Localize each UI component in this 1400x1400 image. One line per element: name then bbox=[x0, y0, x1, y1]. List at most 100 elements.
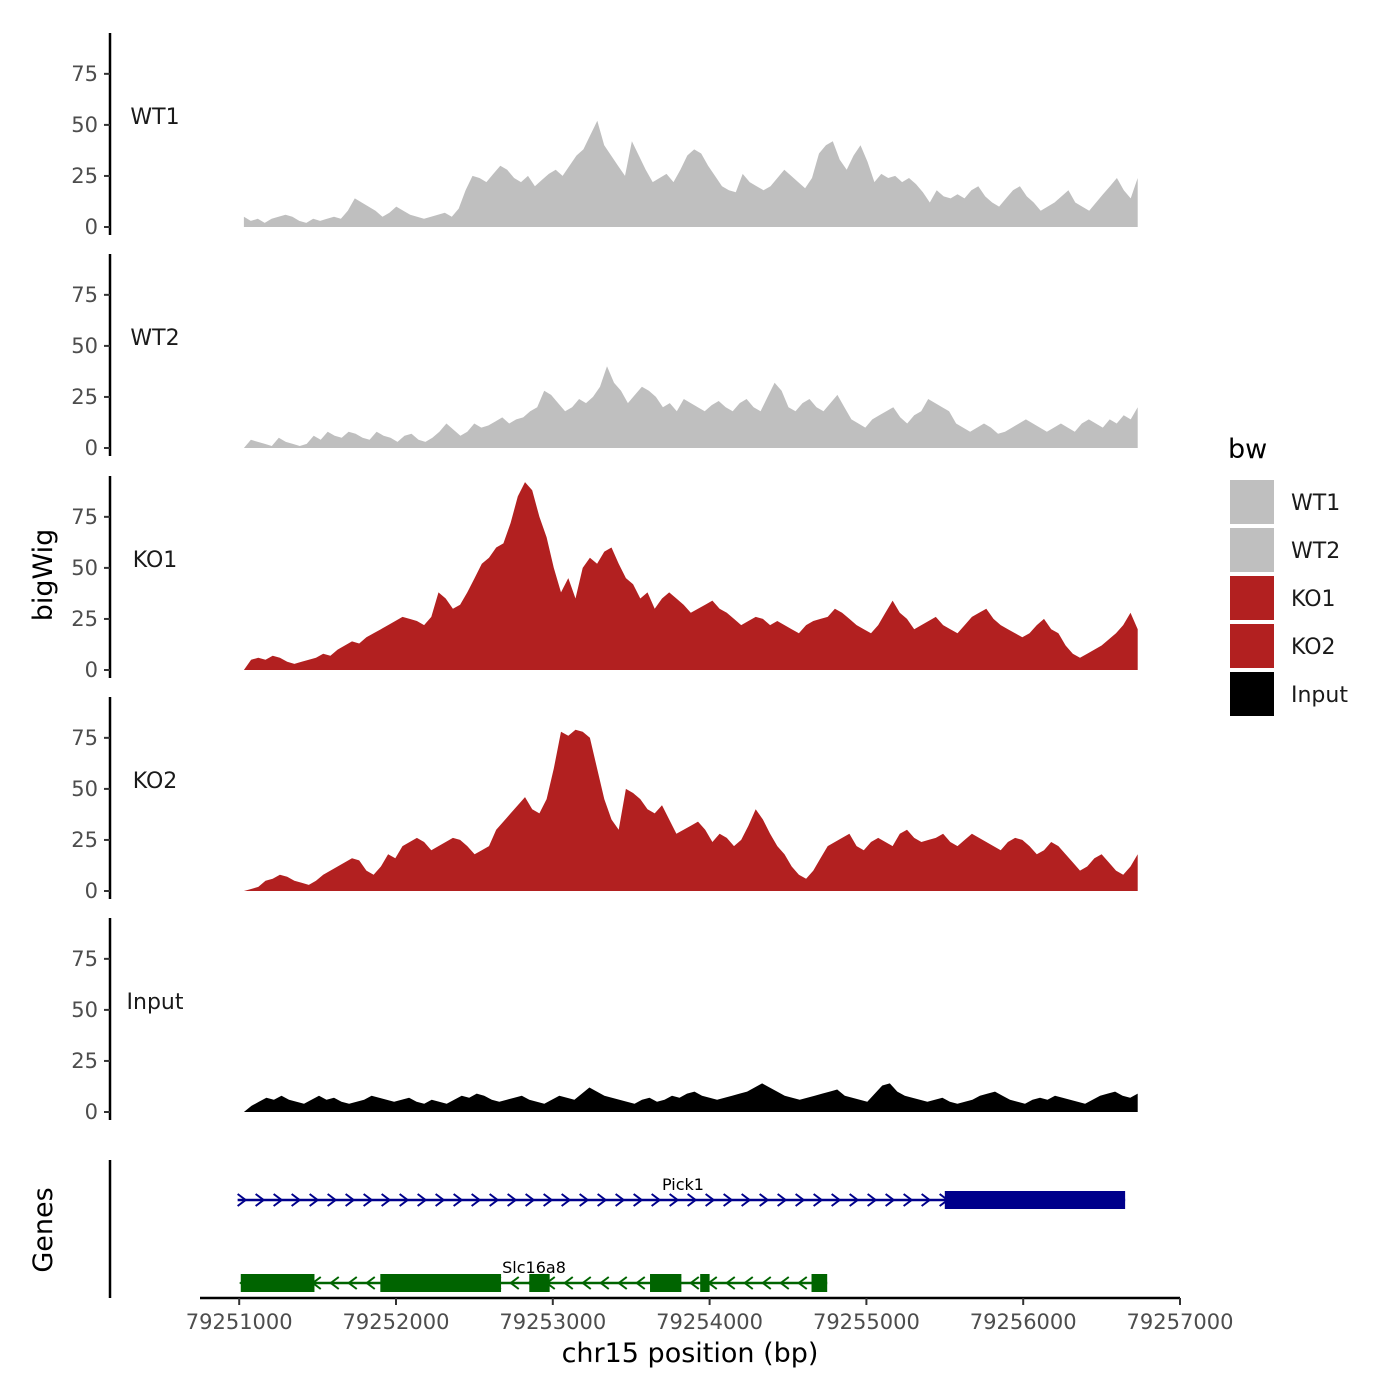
strand-arrow bbox=[651, 1193, 662, 1207]
legend-title: bw bbox=[1228, 434, 1267, 465]
coverage-area-ko1 bbox=[243, 482, 1138, 670]
track-ko2: 0 25 50 75 KO2 bbox=[71, 697, 1138, 903]
legend-key-input bbox=[1230, 672, 1274, 716]
legend-key-wt1 bbox=[1230, 480, 1274, 524]
strand-arrow bbox=[813, 1193, 824, 1207]
strand-arrow bbox=[309, 1193, 320, 1207]
y-tick-label: 50 bbox=[71, 998, 98, 1022]
coverage-tracks: 0 25 50 75 WT1 0 25 50 75 WT2 0 25 50 75 KO1 0 25 50 75 KO2… bbox=[71, 33, 1138, 1124]
strand-arrow bbox=[777, 1193, 788, 1207]
x-tick-label: 79254000 bbox=[656, 1310, 763, 1334]
strand-arrow bbox=[687, 1193, 698, 1207]
legend-label: KO1 bbox=[1291, 587, 1336, 612]
y-tick-label: 0 bbox=[85, 879, 98, 903]
x-axis-title: chr15 position (bp) bbox=[562, 1338, 819, 1369]
strand-arrow bbox=[237, 1193, 248, 1207]
strand-arrow bbox=[615, 1193, 626, 1207]
genes-axis-title: Genes bbox=[28, 1187, 59, 1272]
strand-arrow bbox=[779, 1276, 790, 1290]
strand-arrow bbox=[345, 1193, 356, 1207]
strand-arrow bbox=[599, 1276, 610, 1290]
strand-arrow bbox=[453, 1193, 464, 1207]
y-tick-label: 75 bbox=[71, 283, 98, 307]
y-tick-label: 50 bbox=[71, 113, 98, 137]
strand-arrow bbox=[543, 1193, 554, 1207]
track-label: Input bbox=[127, 990, 184, 1015]
strand-arrow bbox=[831, 1193, 842, 1207]
gene-exon bbox=[650, 1274, 682, 1292]
coverage-area-wt2 bbox=[243, 366, 1138, 448]
y-tick-label: 50 bbox=[71, 334, 98, 358]
legend-label: KO2 bbox=[1291, 635, 1336, 660]
strand-arrow bbox=[579, 1193, 590, 1207]
gene-exon bbox=[380, 1274, 502, 1292]
strand-arrow bbox=[761, 1276, 772, 1290]
strand-arrow bbox=[597, 1193, 608, 1207]
strand-arrow bbox=[563, 1276, 574, 1290]
gene-exon bbox=[944, 1191, 1126, 1209]
y-tick-label: 50 bbox=[71, 777, 98, 801]
track-label: KO2 bbox=[133, 769, 178, 794]
y-tick-label: 0 bbox=[85, 436, 98, 460]
track-wt2: 0 25 50 75 WT2 bbox=[71, 254, 1138, 460]
legend: bw WT1 WT2 KO1 KO2 Input bbox=[1228, 434, 1348, 716]
strand-arrow bbox=[381, 1193, 392, 1207]
y-tick-label: 75 bbox=[71, 726, 98, 750]
y-tick-label: 25 bbox=[71, 164, 98, 188]
coverage-area-ko2 bbox=[243, 729, 1138, 891]
y-tick-label: 25 bbox=[71, 828, 98, 852]
strand-arrow bbox=[669, 1193, 680, 1207]
strand-arrow bbox=[329, 1276, 340, 1290]
track-wt1: 0 25 50 75 WT1 bbox=[71, 33, 1138, 239]
strand-arrow bbox=[797, 1276, 808, 1290]
y-tick-label: 0 bbox=[85, 215, 98, 239]
gene-exon bbox=[811, 1274, 828, 1292]
strand-arrow bbox=[689, 1276, 700, 1290]
y-tick-label: 0 bbox=[85, 1100, 98, 1124]
strand-arrow bbox=[291, 1193, 302, 1207]
strand-arrow bbox=[471, 1193, 482, 1207]
strand-arrow bbox=[525, 1193, 536, 1207]
gene-track: Pick1 Slc16a8 bbox=[108, 1160, 1126, 1298]
gene-exon bbox=[700, 1274, 710, 1292]
x-tick-label: 79255000 bbox=[813, 1310, 920, 1334]
strand-arrow bbox=[365, 1276, 376, 1290]
gene-slc16a8: Slc16a8 bbox=[239, 1258, 828, 1292]
strand-arrow bbox=[633, 1193, 644, 1207]
y-tick-label: 75 bbox=[71, 505, 98, 529]
strand-arrow bbox=[759, 1193, 770, 1207]
y-axis-title: bigWig bbox=[28, 529, 59, 622]
y-tick-label: 75 bbox=[71, 947, 98, 971]
strand-arrow bbox=[867, 1193, 878, 1207]
strand-arrow bbox=[255, 1193, 266, 1207]
strand-arrow bbox=[921, 1193, 932, 1207]
legend-label: Input bbox=[1291, 683, 1348, 708]
gene-name-label: Slc16a8 bbox=[502, 1258, 566, 1277]
track-input: 0 25 50 75 Input bbox=[71, 918, 1138, 1124]
strand-arrow bbox=[743, 1276, 754, 1290]
strand-arrow bbox=[489, 1193, 500, 1207]
strand-arrow bbox=[561, 1193, 572, 1207]
track-label: WT2 bbox=[130, 326, 179, 351]
legend-key-ko2 bbox=[1230, 624, 1274, 668]
gene-pick1: Pick1 bbox=[237, 1175, 1126, 1209]
x-tick-label: 79256000 bbox=[970, 1310, 1077, 1334]
y-tick-label: 75 bbox=[71, 62, 98, 86]
strand-arrow bbox=[885, 1193, 896, 1207]
gene-name-label: Pick1 bbox=[662, 1175, 704, 1194]
strand-arrow bbox=[327, 1193, 338, 1207]
strand-arrow bbox=[795, 1193, 806, 1207]
strand-arrow bbox=[725, 1276, 736, 1290]
strand-arrow bbox=[581, 1276, 592, 1290]
x-tick-label: 79251000 bbox=[186, 1310, 293, 1334]
coverage-area-wt1 bbox=[243, 120, 1138, 227]
gene-exon bbox=[240, 1274, 315, 1292]
strand-arrow bbox=[705, 1193, 716, 1207]
y-tick-label: 25 bbox=[71, 607, 98, 631]
legend-label: WT1 bbox=[1291, 491, 1340, 516]
track-label: KO1 bbox=[133, 548, 178, 573]
y-tick-label: 25 bbox=[71, 1049, 98, 1073]
strand-arrow bbox=[435, 1193, 446, 1207]
track-label: WT1 bbox=[130, 105, 179, 130]
